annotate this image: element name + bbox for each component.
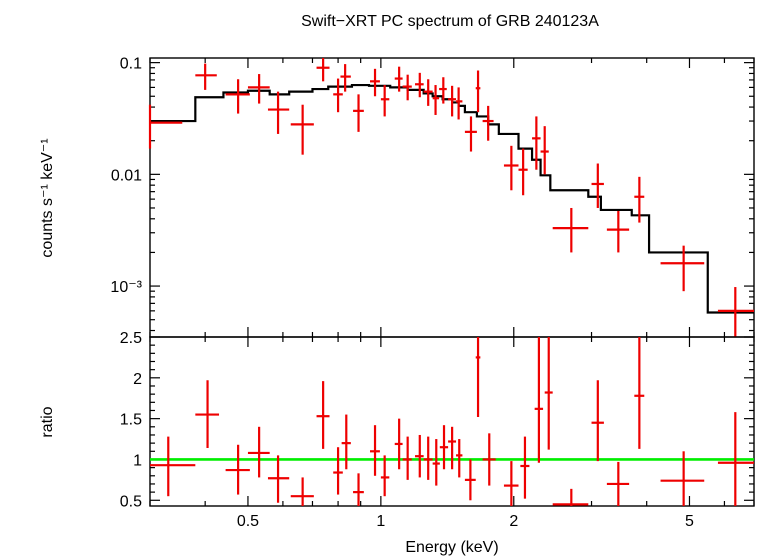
- x-tick-label: 2: [509, 513, 518, 530]
- data-point: [394, 66, 403, 92]
- x-tick-label: 0.5: [237, 513, 259, 530]
- data-point: [456, 439, 463, 478]
- data-point: [534, 337, 544, 463]
- data-point: [464, 459, 476, 501]
- data-point: [518, 148, 528, 196]
- y-tick-label: 1: [133, 452, 142, 469]
- data-point: [195, 63, 217, 90]
- y-tick-label: 0.1: [120, 56, 142, 73]
- ratio-panel: 0.5 1 2 5 0.5 1 1.5 2 2.5: [120, 330, 755, 530]
- data-point: [475, 70, 481, 113]
- data-point: [423, 436, 433, 480]
- data-point: [267, 91, 290, 134]
- data-point: [482, 433, 496, 486]
- data-point: [432, 85, 440, 115]
- data-point: [591, 163, 604, 208]
- data-point: [606, 210, 630, 253]
- data-point: [402, 436, 412, 480]
- data-point: [503, 461, 519, 506]
- data-point: [432, 439, 440, 486]
- data-point: [448, 85, 457, 117]
- data-point: [606, 461, 630, 506]
- data-point: [540, 126, 549, 175]
- data-point: [415, 434, 424, 478]
- spectrum-panel: 0.1 0.01 10⁻³: [110, 56, 755, 338]
- spectrum-y-axis-label: counts s⁻¹ keV⁻¹: [39, 138, 56, 257]
- data-point: [316, 58, 330, 82]
- data-point: [195, 380, 220, 449]
- data-point: [532, 116, 541, 170]
- data-point: [448, 426, 457, 470]
- data-point: [394, 418, 403, 470]
- chart-title: Swift−XRT PC spectrum of GRB 240123A: [301, 13, 599, 30]
- y-tick-label: 2: [133, 371, 142, 388]
- data-point: [333, 78, 343, 113]
- data-point: [341, 414, 351, 470]
- data-point: [717, 412, 754, 506]
- data-point: [591, 380, 604, 462]
- data-point: [225, 444, 250, 495]
- data-point: [225, 79, 250, 114]
- data-point: [370, 425, 380, 476]
- x-tick-label: 5: [685, 513, 694, 530]
- data-point: [290, 477, 314, 506]
- y-tick-label: 1.5: [120, 412, 142, 429]
- data-point: [544, 337, 553, 450]
- data-point: [634, 337, 645, 449]
- data-point: [150, 436, 196, 497]
- data-point: [402, 74, 412, 101]
- data-point: [316, 381, 330, 449]
- data-point: [370, 68, 380, 97]
- plot-frame: [149, 336, 755, 507]
- data-point: [267, 455, 290, 503]
- data-point: [552, 207, 589, 253]
- data-point: [552, 488, 589, 506]
- data-point: [247, 74, 270, 104]
- data-point: [439, 425, 449, 470]
- y-tick-label: 2.5: [120, 330, 142, 347]
- data-point: [380, 455, 390, 497]
- y-tick-label: 0.01: [111, 167, 142, 184]
- data-point: [247, 426, 270, 478]
- data-point: [353, 473, 364, 506]
- data-point: [475, 337, 481, 418]
- data-point: [660, 451, 705, 506]
- data-point: [415, 72, 424, 98]
- data-point: [482, 105, 494, 141]
- data-point: [456, 87, 463, 120]
- x-tick-label: 1: [376, 513, 385, 530]
- data-point: [353, 94, 364, 132]
- data-point: [290, 104, 314, 155]
- data-point: [634, 176, 645, 223]
- y-tick-label: 0.5: [120, 493, 142, 510]
- data-point: [520, 436, 530, 499]
- data-point: [439, 77, 447, 104]
- data-point: [340, 64, 351, 92]
- data-point: [717, 287, 754, 337]
- data-point: [464, 116, 477, 152]
- data-point: [333, 447, 343, 495]
- data-point: [503, 145, 519, 191]
- data-point: [423, 79, 433, 106]
- y-tick-label: 10⁻³: [110, 279, 142, 296]
- data-point: [380, 85, 390, 117]
- ratio-y-axis-label: ratio: [39, 406, 56, 437]
- data-point: [148, 104, 183, 149]
- model-step-line: [150, 83, 754, 314]
- data-point: [660, 245, 705, 292]
- x-axis-label: Energy (keV): [405, 539, 498, 556]
